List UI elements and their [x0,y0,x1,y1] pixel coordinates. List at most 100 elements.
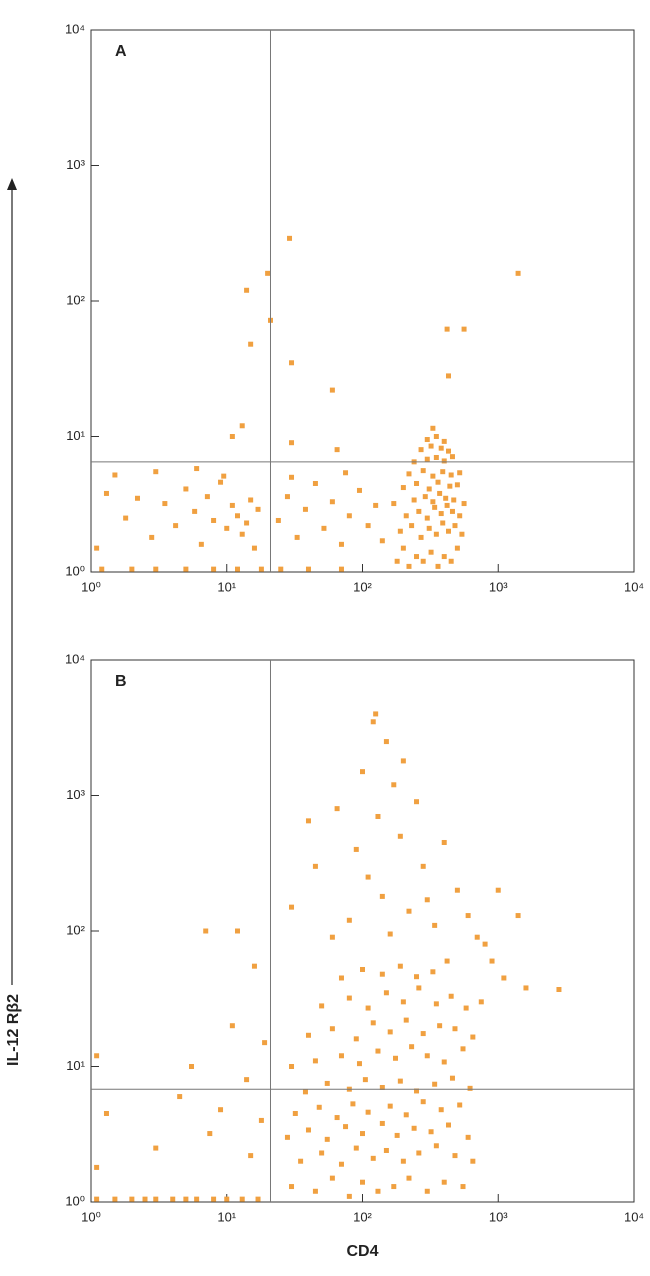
data-point [454,887,460,893]
data-point [400,485,406,491]
data-point [338,975,344,981]
data-point [183,1196,189,1202]
data-point [411,497,417,503]
data-point [428,443,434,449]
data-point [416,985,422,991]
data-point [149,534,155,540]
data-point [433,1143,439,1149]
data-point [451,497,457,503]
data-point [338,541,344,547]
plot-frame [90,659,635,1203]
data-point [194,1196,200,1202]
data-point [379,1120,385,1126]
data-point [134,495,140,501]
data-point [418,534,424,540]
y-tick-label: 10⁴ [65,651,85,666]
data-point [373,711,379,717]
data-point [234,566,240,572]
data-point [258,1117,264,1123]
data-point [248,341,254,347]
data-point [416,1150,422,1156]
data-point [142,1196,148,1202]
data-point [424,515,430,521]
data-point [94,1053,100,1059]
data-point [173,523,179,529]
data-point [289,1064,295,1069]
x-tick-label: 10⁴ [624,579,644,594]
data-point [129,566,135,572]
data-point [465,913,471,919]
x-tick-label: 10² [353,1209,372,1224]
data-point [244,287,250,293]
data-point [437,1023,443,1029]
data-point [329,499,335,505]
data-point [305,566,311,572]
data-point [346,917,352,923]
y-tick-label: 10² [66,922,85,937]
data-point [387,931,393,937]
data-point [162,501,168,507]
data-point [457,470,463,476]
data-point [379,971,385,977]
data-point [248,497,254,503]
data-point [234,513,240,519]
data-point [444,958,450,964]
data-point [406,471,412,477]
data-point [403,1017,409,1023]
data-point [284,494,290,500]
data-point [289,474,295,480]
data-point [338,566,344,572]
panel-title: A [115,43,127,60]
data-point [397,1078,403,1084]
data-point [112,1196,118,1202]
data-point [461,501,467,507]
data-point [189,1064,195,1069]
panel-title: B [115,673,127,690]
data-point [153,1145,159,1151]
data-point [387,1103,393,1109]
y-tick-label: 10¹ [66,428,85,443]
data-point [289,440,295,446]
x-tick-label: 10¹ [217,1209,236,1224]
data-point [428,549,434,555]
data-point [356,1061,362,1067]
data-point [258,566,264,572]
data-point [287,235,293,241]
data-point [449,1075,455,1081]
data-point [284,1134,290,1140]
data-point [391,782,397,788]
data-point [203,928,209,934]
data-point [482,941,488,947]
data-point [262,1040,268,1046]
data-point [353,1036,359,1042]
data-point [379,893,385,899]
data-point [204,494,210,500]
data-point [338,1053,344,1059]
data-point [244,520,250,526]
data-point [489,958,495,964]
data-point [370,1155,376,1161]
data-point [461,326,467,332]
data-point [312,480,318,486]
data-point [394,1132,400,1138]
data-point [448,472,454,478]
data-point [424,897,430,903]
data-point [432,504,438,510]
data-point [224,1196,230,1202]
data-point [94,545,100,551]
data-point [248,1153,254,1159]
y-tick-label: 10¹ [66,1058,85,1073]
data-point [218,479,224,485]
data-point [94,1196,100,1202]
data-point [383,1147,389,1153]
data-point [420,1031,426,1037]
data-point [346,513,352,519]
data-point [289,904,295,910]
data-point [346,995,352,1001]
data-point [316,1104,322,1110]
data-point [470,1034,476,1040]
plot-frame [90,29,635,573]
data-point [400,999,406,1005]
data-point [153,566,159,572]
data-point [153,1196,159,1202]
